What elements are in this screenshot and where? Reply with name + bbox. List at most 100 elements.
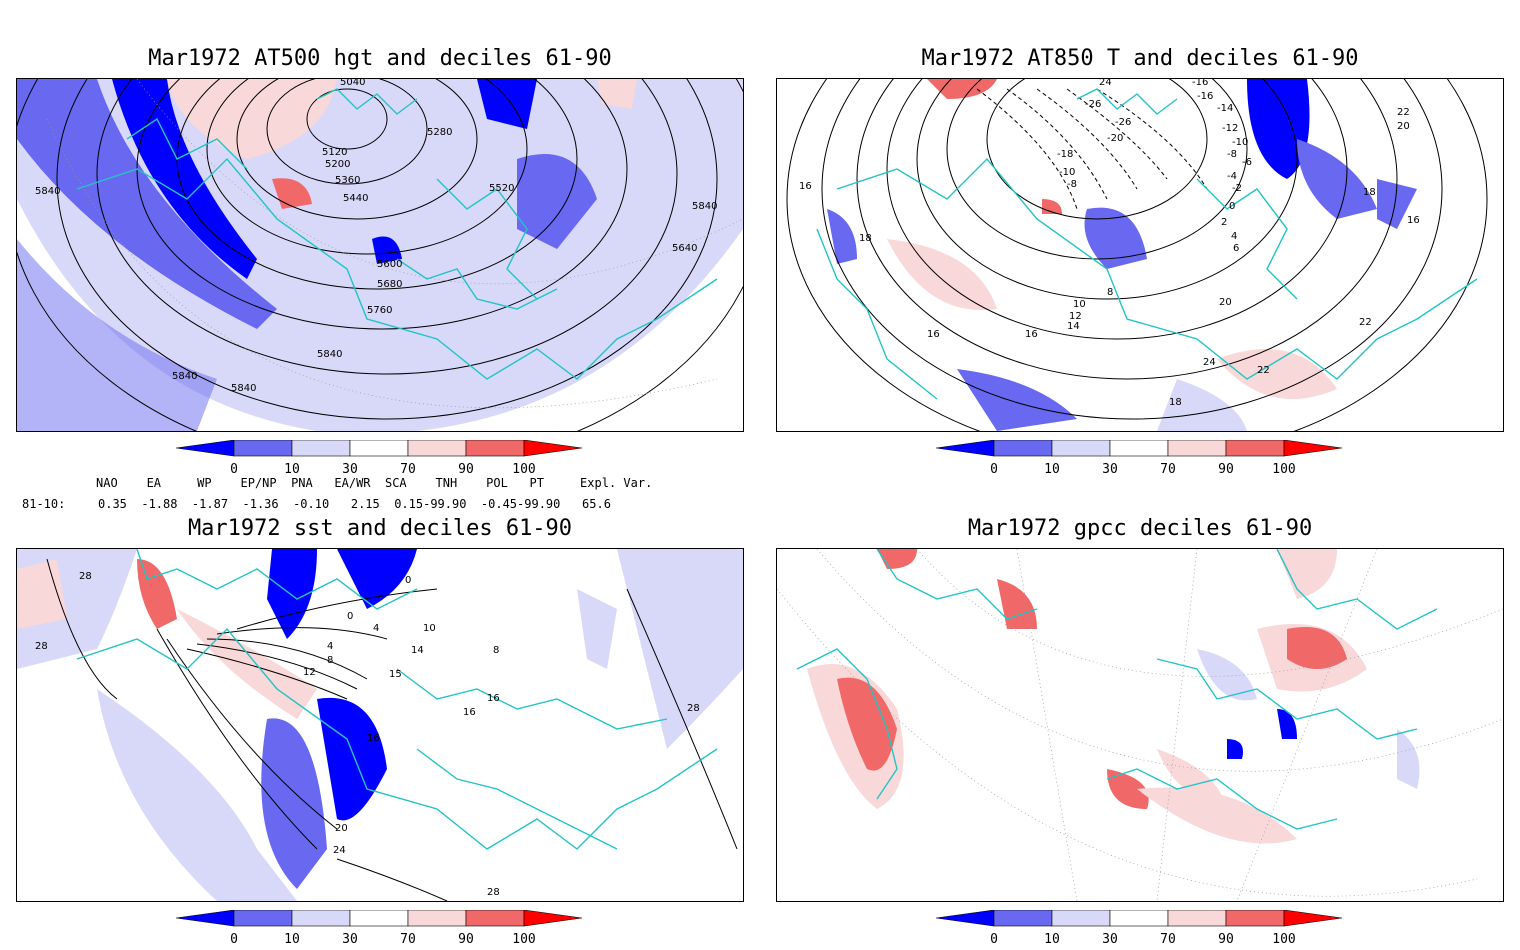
contour-label: 5440 [343,193,368,204]
contour-label: -4 [1227,171,1237,182]
contour-label: 16 [799,181,812,192]
contour-label: -16 [1197,91,1213,102]
colorbar-sst: 0 10 30 70 90 100 [175,909,586,950]
colorbar-segment [291,909,351,927]
contour-label: -6 [1242,157,1252,168]
contour-label: 18 [859,233,872,244]
colorbar-tick: 10 [1044,462,1060,477]
contour-label: 2 [1221,217,1227,228]
index-row-label: 81-10: [22,497,66,511]
panel-title-t850: Mar1972 AT850 T and deciles 61-90 [921,46,1359,71]
colorbar-z500: 0 10 30 70 90 100 [175,439,586,480]
contour-label: 22 [1257,365,1270,376]
colorbar-segment [349,439,409,457]
colorbar-segment [465,909,525,927]
colorbar-segment [1051,439,1111,457]
colorbar-segment [993,909,1053,927]
colorbar-tick: 70 [400,462,416,477]
contour-label: 12 [303,667,316,678]
contour-label: 10 [1073,299,1086,310]
contour-label: 20 [1219,297,1232,308]
contour-label: -8 [1067,179,1077,190]
contour-label: 5200 [325,159,350,170]
contour-label: 16 [367,733,380,744]
contour-label: 15 [389,669,402,680]
contour-label: 5640 [672,243,697,254]
contour-label: -20 [1107,133,1123,144]
contour-label: 5680 [377,279,402,290]
contour-label: 8 [327,655,333,666]
colorbar-segment [291,439,351,457]
contour-label: 16 [1407,215,1420,226]
contour-label: 4 [1231,231,1237,242]
contour-label: -18 [1057,149,1073,160]
colorbar-low-extension [935,439,995,457]
colorbar-high-extension [1283,439,1343,457]
colorbar-segment [233,909,293,927]
colorbar-segment [1109,439,1169,457]
contour-label: 8 [493,645,499,656]
contour-label: 12 [1069,311,1082,322]
colorbar-tick: 0 [230,462,238,477]
colorbar-segment [1109,909,1169,927]
colorbar-high-extension [523,439,583,457]
contour-label: 28 [487,887,500,898]
contour-label: 4 [373,623,379,634]
colorbar-high-extension [523,909,583,927]
contour-label: 22 [1359,317,1372,328]
index-row-values: 0.35 -1.88 -1.87 -1.36 -0.10 2.15 0.15-9… [98,497,611,511]
contour-label: 16 [927,329,940,340]
contour-label: 8 [1107,287,1113,298]
contour-label: -10 [1232,137,1248,148]
contour-label: 28 [79,571,92,582]
contour-label: 18 [1169,397,1182,408]
colorbar-tick: 100 [512,462,536,477]
map-z500: 5040 5120 5200 5280 5360 5440 5520 5600 … [16,78,744,432]
panel-title-z500: Mar1972 AT500 hgt and deciles 61-90 [148,46,612,71]
colorbar-tick: 0 [990,462,998,477]
contour-label: 5360 [335,175,360,186]
contour-label: 18 [1363,187,1376,198]
colorbar-segment [1225,909,1285,927]
colorbar-segment [233,439,293,457]
contour-label: 16 [1025,329,1038,340]
contour-label: 16 [487,693,500,704]
map-sst: 28 28 0 0 4 4 8 10 12 14 15 16 16 16 20 … [16,548,744,902]
colorbar-segment [1051,909,1111,927]
contour-label: 5760 [367,305,392,316]
contour-label: 14 [1067,321,1080,332]
contour-label: 24 [333,845,346,856]
colorbar-t850: 0 10 30 70 90 100 [935,439,1346,480]
contour-label: -26 [1115,117,1131,128]
contour-label: 5840 [172,371,197,382]
contour-label: 5840 [317,349,342,360]
contour-label: 5840 [231,383,256,394]
contour-label: -10 [1059,167,1075,178]
colorbar-low-extension [175,439,235,457]
contour-label: 28 [35,641,48,652]
contour-label: 5280 [427,127,452,138]
contour-label: 24 [1203,357,1216,368]
colorbar-segment [407,439,467,457]
contour-label: -8 [1227,149,1237,160]
panel-title-sst: Mar1972 sst and deciles 61-90 [187,516,573,541]
contour-label: 14 [411,645,424,656]
contour-label: 6 [1233,243,1239,254]
colorbar-low-extension [935,909,995,927]
index-header: NAO EA WP EP/NP PNA EA/WR SCA TNH POL PT… [96,476,653,490]
contour-label: -14 [1217,103,1233,114]
colorbar-tick: 10 [284,462,300,477]
colorbar-tick: 90 [1218,462,1234,477]
colorbar-segment [993,439,1053,457]
contour-label: 0 [405,575,411,586]
contour-label: 22 [1397,107,1410,118]
colorbar-segment [349,909,409,927]
colorbar-tick: 90 [458,462,474,477]
colorbar-tick: 100 [1272,462,1296,477]
contour-label: 0 [1229,201,1235,212]
contour-label: 4 [327,641,333,652]
colorbar-segment [407,909,467,927]
colorbar-segment [1167,909,1227,927]
contour-label: 5120 [322,147,347,158]
panel-title-gpcc: Mar1972 gpcc deciles 61-90 [967,516,1313,541]
